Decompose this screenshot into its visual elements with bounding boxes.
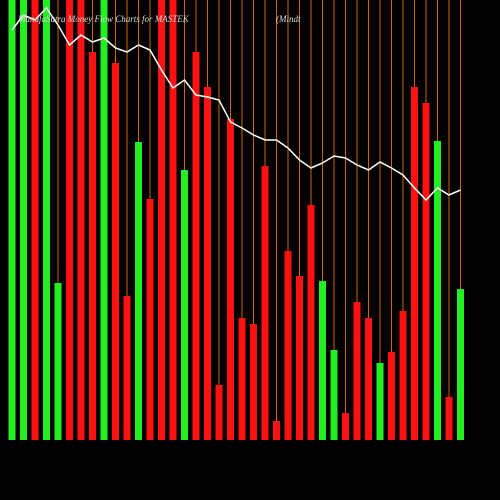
bar bbox=[422, 103, 430, 440]
bar bbox=[296, 276, 303, 440]
bar bbox=[284, 251, 292, 440]
bar bbox=[43, 0, 50, 440]
bar bbox=[169, 0, 177, 440]
bar bbox=[353, 302, 361, 440]
bar bbox=[376, 363, 384, 440]
bar bbox=[445, 397, 453, 440]
bar bbox=[54, 283, 62, 440]
bar bbox=[66, 0, 73, 440]
bar bbox=[8, 0, 16, 440]
bar bbox=[77, 0, 85, 440]
bar bbox=[261, 166, 269, 440]
bar bbox=[192, 52, 200, 440]
bar bbox=[227, 119, 234, 440]
bar bbox=[89, 52, 96, 440]
bar bbox=[146, 199, 154, 440]
bar bbox=[135, 142, 142, 440]
bar bbox=[250, 324, 257, 440]
bar bbox=[31, 0, 39, 440]
bar bbox=[330, 350, 338, 440]
bar bbox=[434, 141, 441, 440]
bar bbox=[365, 318, 372, 440]
bar bbox=[388, 352, 395, 440]
bar bbox=[100, 0, 108, 440]
bar bbox=[181, 170, 188, 440]
bar bbox=[20, 0, 27, 440]
chart-title: MunafaSutra Money Flow Charts for MASTEK bbox=[17, 14, 190, 24]
chart-subtitle: (Mindt bbox=[276, 14, 301, 24]
bar bbox=[123, 296, 131, 440]
bar bbox=[342, 413, 349, 440]
bar bbox=[411, 87, 418, 440]
trend-line bbox=[11, 6, 461, 202]
bar bbox=[307, 205, 315, 440]
bar bbox=[112, 63, 119, 440]
bar bbox=[273, 421, 280, 440]
bar bbox=[215, 385, 223, 440]
bar bbox=[319, 281, 326, 440]
bar bbox=[457, 289, 464, 440]
plot bbox=[8, 0, 464, 440]
bar bbox=[399, 311, 407, 440]
bar bbox=[158, 0, 165, 440]
bar bbox=[238, 318, 246, 440]
bar bbox=[204, 87, 211, 440]
